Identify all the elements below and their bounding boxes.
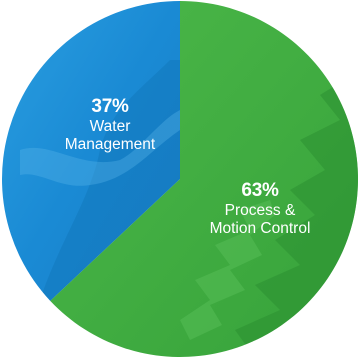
slice-value-water-management: 37% xyxy=(91,96,129,117)
pie-slice-water-management xyxy=(2,1,181,301)
slice-value-process-motion-control: 63% xyxy=(241,180,279,201)
slice-name-water-line2: Management xyxy=(64,135,156,153)
slice-label-water-management: 37% Water Management xyxy=(50,96,170,153)
pie-slice-process-motion-control xyxy=(50,1,358,357)
slice-label-process-motion-control: 63% Process & Motion Control xyxy=(195,180,325,237)
slice-name-process-line2: Motion Control xyxy=(209,219,311,237)
slice-name-process-line1: Process & xyxy=(224,201,296,219)
slice-name-water-line1: Water xyxy=(89,117,131,135)
